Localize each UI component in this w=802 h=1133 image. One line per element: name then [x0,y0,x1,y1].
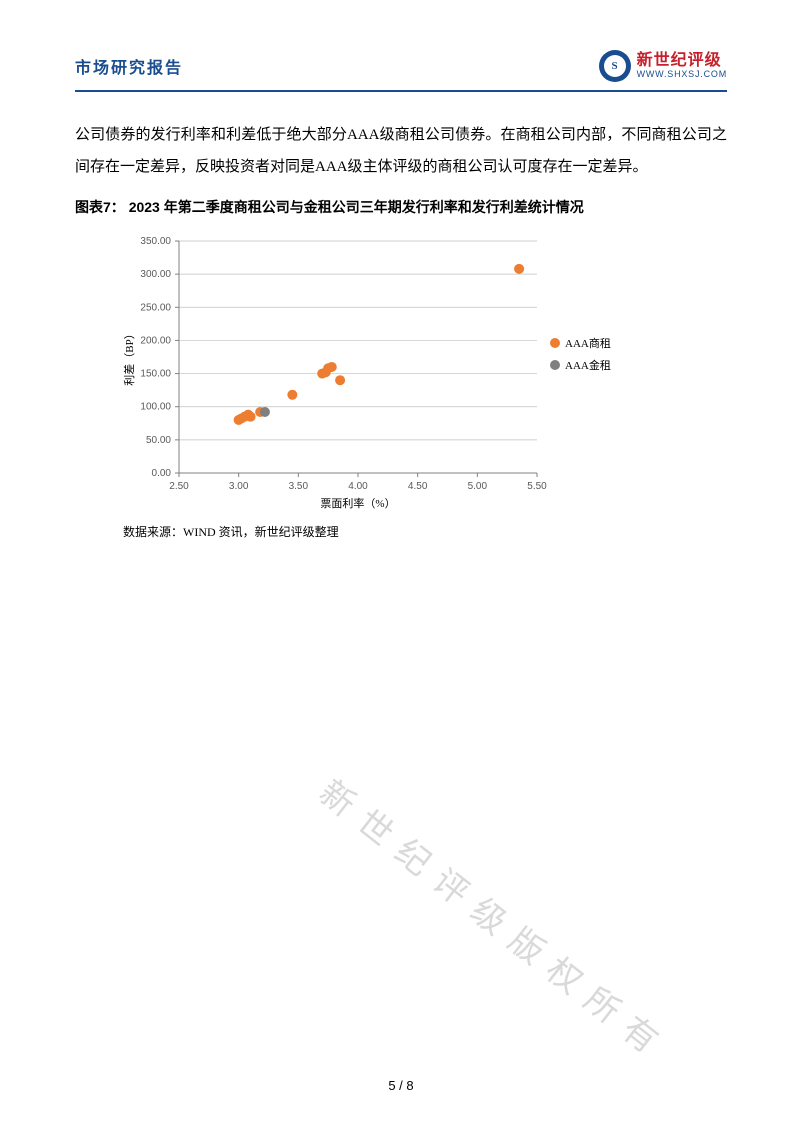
brand-name: 新世纪评级 [637,52,727,70]
scatter-chart: 0.00 50.00 100.00 150.00 200.00 250.00 300.00 3… [117,227,647,517]
svg-text:350.00: 350.00 [140,236,171,247]
svg-text:4.50: 4.50 [408,481,428,492]
svg-text:0.00: 0.00 [152,468,172,479]
svg-text:100.00: 100.00 [140,402,171,413]
svg-text:300.00: 300.00 [140,269,171,280]
svg-text:200.00: 200.00 [140,335,171,346]
svg-text:票面利率（%）: 票面利率（%） [320,496,395,510]
svg-text:2.50: 2.50 [169,481,189,492]
svg-text:50.00: 50.00 [146,435,171,446]
page-header: 市场研究报告 S 新世纪评级 WWW.SHXSJ.COM [75,50,727,92]
brand-url: WWW.SHXSJ.COM [637,70,727,80]
svg-text:AAA金租: AAA金租 [565,358,611,372]
svg-text:AAA商租: AAA商租 [565,336,611,350]
report-title: 市场研究报告 [75,54,183,78]
svg-text:4.00: 4.00 [348,481,368,492]
chart-svg: 0.00 50.00 100.00 150.00 200.00 250.00 300.00 3… [117,227,647,517]
svg-text:5.00: 5.00 [468,481,488,492]
svg-text:5.50: 5.50 [527,481,547,492]
svg-text:3.50: 3.50 [289,481,309,492]
svg-text:3.00: 3.00 [229,481,249,492]
svg-text:250.00: 250.00 [140,302,171,313]
body-paragraph: 公司债券的发行利率和利差低于绝大部分AAA级商租公司债券。在商租公司内部，不同商… [75,120,727,183]
page-number: 5 / 8 [0,1078,802,1093]
brand-logo-icon: S [599,50,631,82]
brand-block: S 新世纪评级 WWW.SHXSJ.COM [599,50,727,82]
svg-text:150.00: 150.00 [140,369,171,380]
chart-caption: 图表7： 2023 年第二季度商租公司与金租公司三年期发行利率和发行利差统计情况 [75,197,727,217]
svg-text:利差（BP）: 利差（BP） [122,328,136,385]
data-source: 数据来源：WIND 资讯，新世纪评级整理 [123,523,727,540]
watermark-text: 新世纪评级版权所有 [311,766,682,1071]
